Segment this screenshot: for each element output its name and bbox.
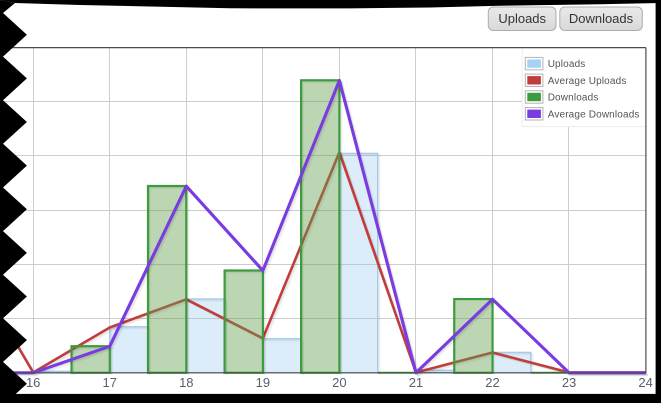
- svg-text:22: 22: [485, 375, 499, 390]
- svg-text:20: 20: [332, 375, 346, 390]
- svg-text:18: 18: [179, 375, 193, 390]
- svg-text:23: 23: [562, 375, 576, 390]
- svg-text:Downloads: Downloads: [569, 11, 634, 26]
- svg-text:Downloads: Downloads: [548, 93, 599, 104]
- svg-text:Uploads: Uploads: [498, 11, 546, 26]
- svg-text:16: 16: [26, 375, 40, 390]
- svg-text:Uploads: Uploads: [548, 59, 586, 70]
- svg-text:17: 17: [103, 375, 117, 390]
- svg-text:21: 21: [409, 375, 423, 390]
- svg-text:Average Downloads: Average Downloads: [548, 109, 640, 120]
- svg-text:Average Uploads: Average Uploads: [548, 76, 627, 87]
- svg-text:19: 19: [256, 375, 270, 390]
- svg-text:24: 24: [638, 375, 652, 390]
